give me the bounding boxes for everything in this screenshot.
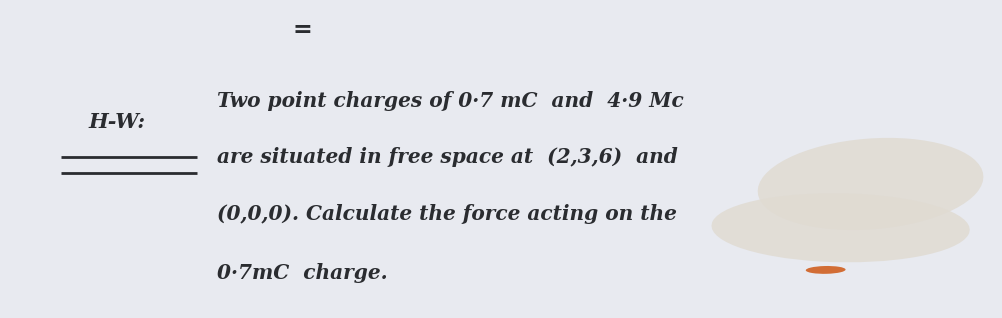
Text: H-W:: H-W: bbox=[89, 112, 146, 132]
Text: (0,0,0). Calculate the force acting on the: (0,0,0). Calculate the force acting on t… bbox=[217, 204, 676, 224]
Text: 0·7mC  charge.: 0·7mC charge. bbox=[217, 263, 388, 283]
Ellipse shape bbox=[710, 193, 969, 262]
Text: are situated in free space at  (2,3,6)  and: are situated in free space at (2,3,6) an… bbox=[217, 148, 677, 168]
Text: Two point charges of 0·7 mC  and  4·9 Mc: Two point charges of 0·7 mC and 4·9 Mc bbox=[217, 91, 683, 111]
Text: =: = bbox=[292, 18, 312, 42]
Ellipse shape bbox=[757, 138, 982, 230]
Ellipse shape bbox=[805, 266, 845, 274]
